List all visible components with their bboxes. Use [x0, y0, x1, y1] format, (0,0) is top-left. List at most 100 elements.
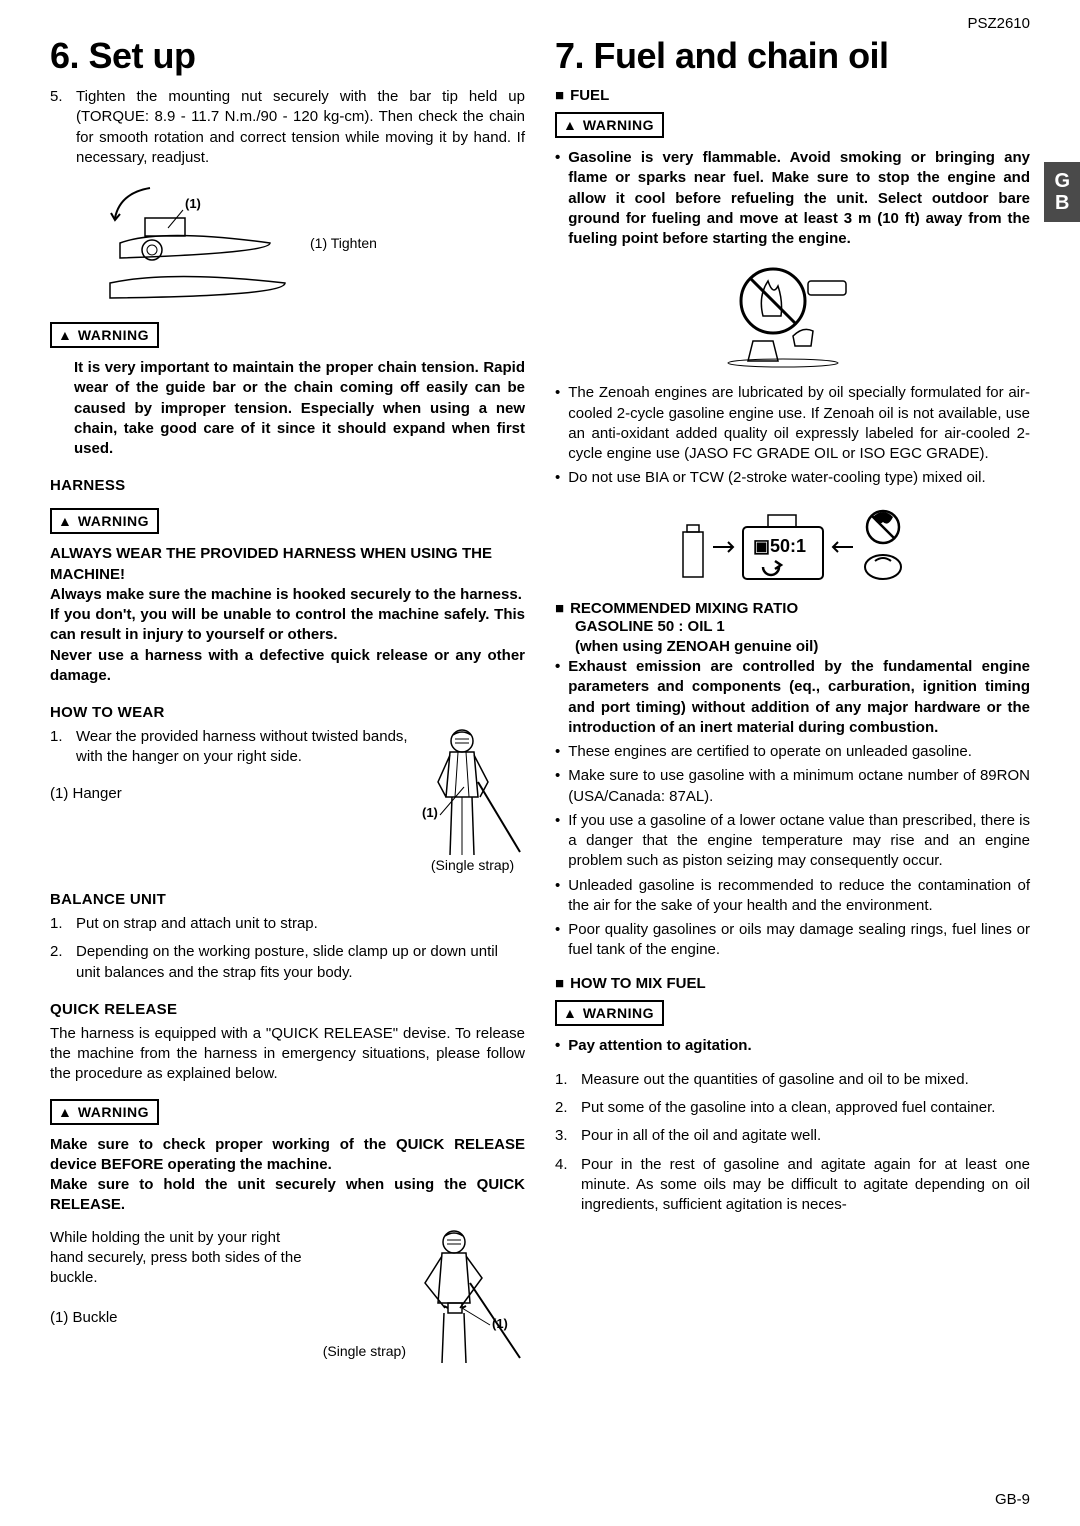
no-flame-icon [723, 261, 863, 371]
figure-buckle: (Single strap) (1) [323, 1228, 525, 1363]
eng-bullet-1: • These engines are certified to operate… [555, 742, 1030, 762]
section-7-title: 7. Fuel and chain oil [555, 35, 1030, 77]
mix-ratio-figure: ▣50:1 [555, 497, 1030, 592]
warning-box-3: ▲ WARNING [50, 1099, 159, 1125]
quick-bold-1: Make sure to check proper working of the… [50, 1135, 525, 1176]
bullet-icon: • [555, 766, 560, 807]
quick-para: While holding the unit by your right han… [50, 1228, 313, 1289]
fuel-label: FUEL [570, 87, 609, 104]
exhaust-text: Exhaust emission are controlled by the f… [568, 657, 1030, 738]
quick-release-figure-block: While holding the unit by your right han… [50, 1228, 525, 1363]
square-icon: ■ [555, 600, 564, 617]
bullet-text: These engines are certified to operate o… [568, 742, 972, 762]
model-number: PSZ2610 [967, 15, 1030, 32]
single-strap-caption: (Single strap) [420, 857, 525, 873]
warning-box-4: ▲ WARNING [555, 112, 664, 138]
bullet-text: Make sure to use gasoline with a minimum… [568, 766, 1030, 807]
step-number: 2. [50, 942, 68, 983]
how-to-wear-block: 1. Wear the provided harness without twi… [50, 727, 525, 873]
bullet-icon: • [555, 657, 560, 738]
right-column: 7. Fuel and chain oil ■ FUEL ▲ WARNING •… [555, 35, 1030, 1363]
ratio-note: (when using ZENOAH genuine oil) [555, 637, 1030, 657]
mix-step-1: 1. Measure out the quantities of gasolin… [555, 1070, 1030, 1090]
bullet-icon: • [555, 468, 560, 488]
warning-label: WARNING [78, 513, 149, 529]
step-text: Put on strap and attach unit to strap. [76, 914, 318, 934]
harness-text-4: Never use a harness with a defective qui… [50, 646, 525, 687]
bullet-text: Do not use BIA or TCW (2-stroke water-co… [568, 468, 985, 488]
fuel-warning-bullet: • Gasoline is very flammable. Avoid smok… [555, 148, 1030, 249]
harness-text-1: ALWAYS WEAR THE PROVIDED HARNESS WHEN US… [50, 544, 525, 585]
bullet-icon: • [555, 383, 560, 464]
hanger-legend: (1) Hanger [50, 784, 410, 804]
svg-text:▣50:1: ▣50:1 [753, 536, 806, 556]
warning-triangle-icon: ▲ [563, 1005, 577, 1021]
single-strap-caption-2: (Single strap) [323, 1343, 406, 1359]
step-text: Pour in all of the oil and agitate well. [581, 1126, 821, 1146]
tighten-diagram-icon: (1) [90, 178, 290, 308]
warning-triangle-icon: ▲ [563, 117, 577, 133]
bullet-icon: • [555, 876, 560, 917]
eng-bullet-3: • If you use a gasoline of a lower octan… [555, 811, 1030, 872]
warning-label: WARNING [78, 327, 149, 343]
step-text: Put some of the gasoline into a clean, a… [581, 1098, 995, 1118]
eng-bullet-2: • Make sure to use gasoline with a minim… [555, 766, 1030, 807]
bullet-text: If you use a gasoline of a lower octane … [568, 811, 1030, 872]
harness-text-3: If you don't, you will be unable to cont… [50, 605, 525, 646]
mix-ratio-icon: ▣50:1 [673, 497, 913, 592]
harness-text-2: Always make sure the machine is hooked s… [50, 585, 525, 605]
step-number: 2. [555, 1098, 573, 1118]
warning-label: WARNING [78, 1104, 149, 1120]
how-to-wear-heading: HOW TO WEAR [50, 704, 525, 721]
ratio-line: GASOLINE 50 : OIL 1 [555, 617, 1030, 637]
ratio-head-text: RECOMMENDED MIXING RATIO [570, 600, 798, 617]
bullet-text: Unleaded gasoline is recommended to redu… [568, 876, 1030, 917]
step-number: 5. [50, 87, 68, 168]
warning-box-2: ▲ WARNING [50, 508, 159, 534]
step-number: 1. [555, 1070, 573, 1090]
warning-label: WARNING [583, 117, 654, 133]
warning-label: WARNING [583, 1005, 654, 1021]
figure-tighten: (1) (1) Tighten [90, 178, 525, 308]
person-buckle-icon: (1) [410, 1228, 525, 1363]
buckle-legend: (1) Buckle [50, 1308, 313, 1328]
step-text: Depending on the working posture, slide … [76, 942, 525, 983]
exhaust-bullet: • Exhaust emission are controlled by the… [555, 657, 1030, 738]
oil-bullet-1: • The Zenoah engines are lubricated by o… [555, 383, 1030, 464]
warning-box-5: ▲ WARNING [555, 1000, 664, 1026]
oil-bullet-2: • Do not use BIA or TCW (2-stroke water-… [555, 468, 1030, 488]
step-text: Tighten the mounting nut securely with t… [76, 87, 525, 168]
warning-triangle-icon: ▲ [58, 1104, 72, 1120]
warning-1-text: It is very important to maintain the pro… [50, 358, 525, 459]
step-text: Wear the provided harness without twiste… [76, 727, 410, 768]
wear-step-1: 1. Wear the provided harness without twi… [50, 727, 410, 768]
person-harness-icon: (1) [420, 727, 525, 857]
step-number: 1. [50, 727, 68, 768]
left-column: 6. Set up 5. Tighten the mounting nut se… [50, 35, 525, 1363]
pay-attention-text: Pay attention to agitation. [568, 1036, 751, 1056]
step-number: 1. [50, 914, 68, 934]
mix-step-2: 2. Put some of the gasoline into a clean… [555, 1098, 1030, 1118]
howmix-text: HOW TO MIX FUEL [570, 975, 706, 992]
square-icon: ■ [555, 975, 564, 992]
howmix-heading: ■ HOW TO MIX FUEL [555, 975, 1030, 992]
svg-text:(1): (1) [492, 1316, 508, 1331]
warning-triangle-icon: ▲ [58, 327, 72, 343]
page-number: GB-9 [995, 1491, 1030, 1508]
svg-text:(1): (1) [422, 805, 438, 820]
balance-step-2: 2. Depending on the working posture, sli… [50, 942, 525, 983]
figure-caption: (1) Tighten [310, 235, 377, 251]
balance-heading: BALANCE UNIT [50, 891, 525, 908]
warning-box-1: ▲ WARNING [50, 322, 159, 348]
pay-attention-bullet: • Pay attention to agitation. [555, 1036, 1030, 1056]
figure-harness: (1) (Single strap) [420, 727, 525, 873]
mix-step-3: 3. Pour in all of the oil and agitate we… [555, 1126, 1030, 1146]
step-number: 3. [555, 1126, 573, 1146]
quick-release-heading: QUICK RELEASE [50, 1001, 525, 1018]
fuel-heading: ■ FUEL [555, 87, 1030, 104]
bullet-icon: • [555, 742, 560, 762]
step-5: 5. Tighten the mounting nut securely wit… [50, 87, 525, 168]
harness-heading: HARNESS [50, 477, 525, 494]
bullet-icon: • [555, 920, 560, 961]
language-tab: GB [1044, 162, 1080, 222]
